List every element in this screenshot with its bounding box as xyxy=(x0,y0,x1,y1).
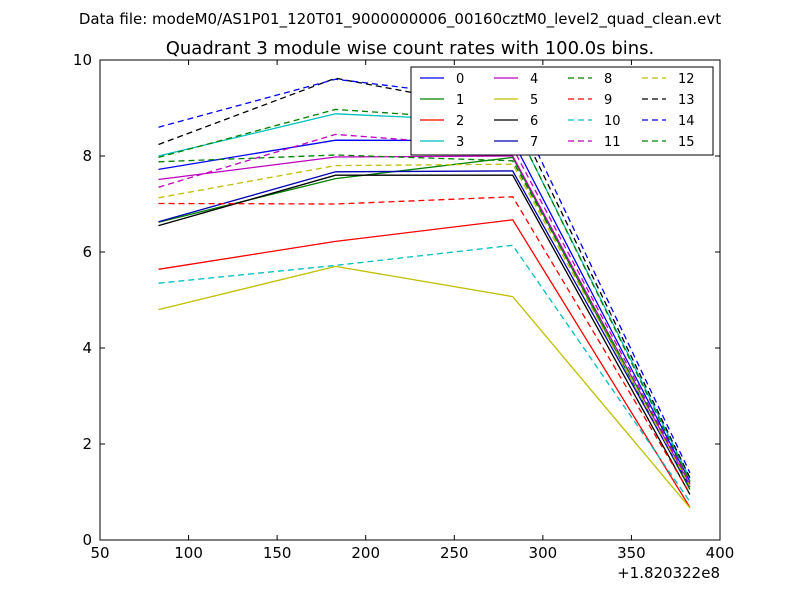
x-tick-label: 200 xyxy=(351,544,380,562)
series-line-13 xyxy=(158,77,691,478)
series-line-9 xyxy=(158,196,691,494)
series-line-11 xyxy=(158,133,691,484)
series-line-8 xyxy=(158,154,691,483)
legend-label-10: 10 xyxy=(604,114,621,129)
legend-label-15: 15 xyxy=(678,135,695,150)
legend-label-2: 2 xyxy=(456,114,464,129)
legend-label-11: 11 xyxy=(604,135,621,150)
y-tick-label: 4 xyxy=(82,339,92,357)
x-tick-label: 50 xyxy=(90,544,109,562)
legend-label-0: 0 xyxy=(456,72,464,87)
series-line-2 xyxy=(158,219,691,508)
x-tick-label: 150 xyxy=(263,544,292,562)
series-line-4 xyxy=(158,155,691,486)
legend-label-6: 6 xyxy=(530,114,538,129)
y-tick-label: 6 xyxy=(82,243,92,261)
y-tick-label: 8 xyxy=(82,147,92,165)
series-line-7 xyxy=(158,170,691,488)
legend-label-9: 9 xyxy=(604,93,612,108)
series-line-1 xyxy=(158,156,691,490)
plot-frame xyxy=(99,59,721,541)
x-tick-label: 400 xyxy=(706,544,735,562)
y-tick-label: 2 xyxy=(82,435,92,453)
legend-label-8: 8 xyxy=(604,72,612,87)
series-line-5 xyxy=(158,265,691,509)
y-tick-label: 10 xyxy=(73,51,92,69)
x-tick-label: 300 xyxy=(529,544,558,562)
legend-box xyxy=(410,66,714,156)
legend-label-7: 7 xyxy=(530,135,538,150)
x-tick-label: 250 xyxy=(440,544,469,562)
x-tick-label: 350 xyxy=(617,544,646,562)
x-offset-label: +1.820322e8 xyxy=(617,564,720,582)
series-line-15 xyxy=(158,108,691,482)
legend-label-14: 14 xyxy=(678,114,695,129)
figure-suptitle: Data file: modeM0/AS1P01_120T01_90000000… xyxy=(79,10,721,29)
series-line-10 xyxy=(158,244,691,502)
series-line-6 xyxy=(158,174,691,495)
legend-label-5: 5 xyxy=(530,93,538,108)
legend-label-1: 1 xyxy=(456,93,464,108)
series-line-12 xyxy=(158,163,691,487)
legend-label-4: 4 xyxy=(530,72,538,87)
legend-label-13: 13 xyxy=(678,93,695,108)
chart-title: Quadrant 3 module wise count rates with … xyxy=(166,38,655,59)
x-tick-label: 100 xyxy=(174,544,203,562)
legend-label-3: 3 xyxy=(456,135,464,150)
legend-label-12: 12 xyxy=(678,72,695,87)
y-tick-label: 0 xyxy=(82,531,92,549)
series-line-0 xyxy=(158,139,691,482)
